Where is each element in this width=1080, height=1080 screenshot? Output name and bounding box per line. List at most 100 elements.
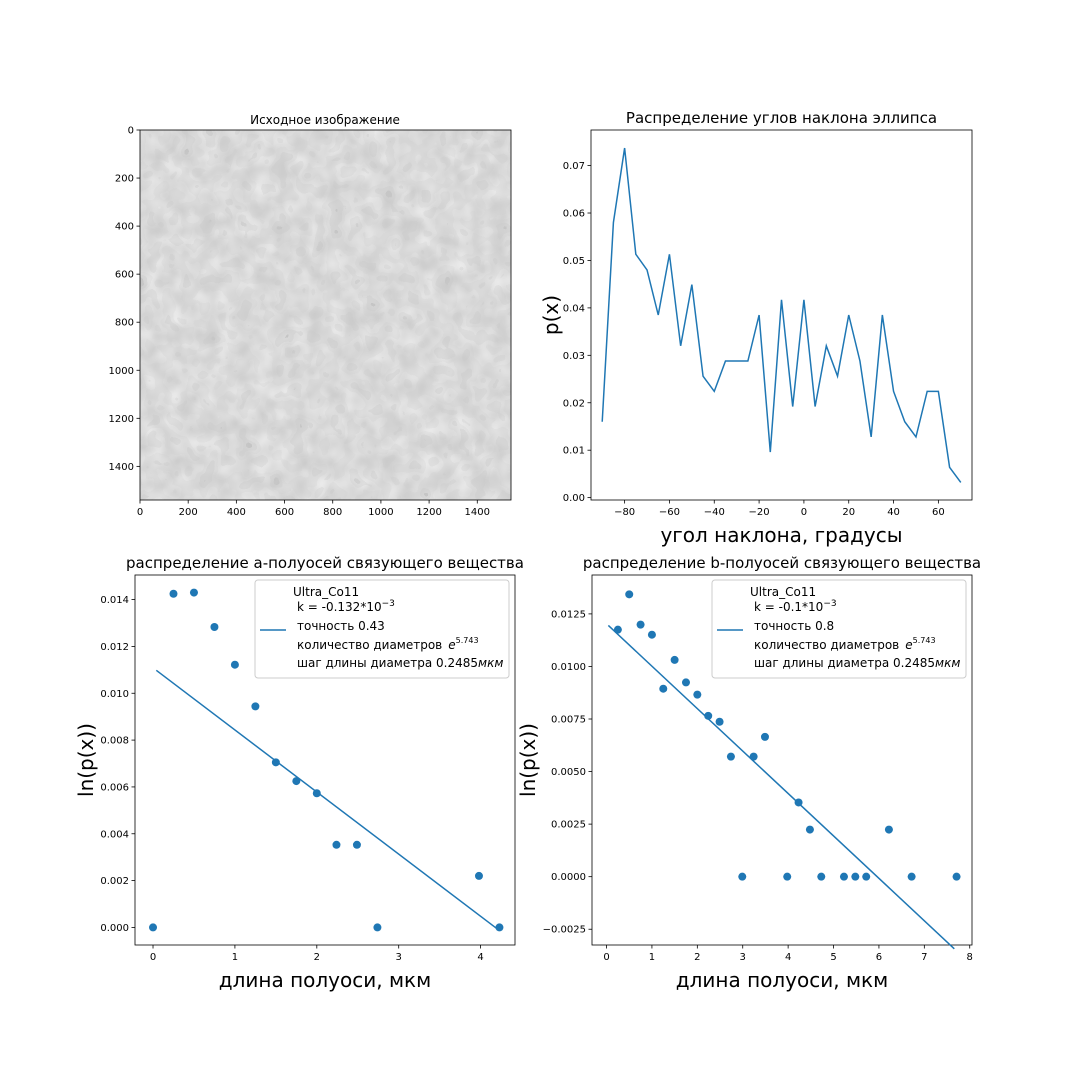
data-point xyxy=(693,690,702,699)
y-tick-label: −0.0025 xyxy=(543,925,586,936)
plot-frame xyxy=(134,574,516,946)
angle-distribution-chart: Распределение углов наклона эллипса угол … xyxy=(539,109,973,547)
image-y-tick-label: 1000 xyxy=(109,366,134,377)
x-tick-label: 5 xyxy=(830,952,836,963)
y-tick-label: 0.010 xyxy=(100,689,129,700)
legend-count-label: количество диаметров xyxy=(754,638,899,652)
y-tick-label: 0.0000 xyxy=(551,872,586,883)
data-point xyxy=(839,872,848,881)
data-point xyxy=(189,588,198,597)
y-tick-label: 0.06 xyxy=(563,209,585,220)
y-tick-label: 0.002 xyxy=(100,876,129,887)
data-point xyxy=(749,752,758,761)
legend-box xyxy=(254,579,510,679)
legend-step-label: шаг длины диаметра 0.2485 xyxy=(297,656,478,670)
data-point xyxy=(851,872,860,881)
a-semiaxis-chart: распределение a-полуосей связующего веще… xyxy=(74,554,524,992)
legend-count-exponent: 5.743 xyxy=(913,636,936,645)
fit-line xyxy=(607,624,955,950)
chart-title: Распределение углов наклона эллипса xyxy=(626,109,937,127)
b-semiaxis-chart: распределение b-полуосей связующего веще… xyxy=(516,554,981,992)
data-point xyxy=(862,872,871,881)
legend-count-base: e xyxy=(905,638,912,652)
data-point xyxy=(636,620,645,629)
legend-box xyxy=(711,579,967,679)
data-point xyxy=(681,678,690,687)
data-point xyxy=(352,840,361,849)
x-axis-label: угол наклона, градусы xyxy=(660,523,902,547)
legend-step: шаг длины диаметра 0.2485мкм xyxy=(754,656,960,670)
data-point xyxy=(210,622,219,631)
data-point xyxy=(495,923,504,932)
data-point xyxy=(726,752,735,761)
image-y-tick-label: 1400 xyxy=(109,462,134,473)
legend-k: k = -0.1*10−3 xyxy=(754,599,837,614)
data-point xyxy=(805,825,814,834)
y-tick-label: 0.0125 xyxy=(551,609,586,620)
x-tick-label: 4 xyxy=(785,952,791,963)
y-tick-label: 0.00 xyxy=(563,493,585,504)
data-point xyxy=(149,923,158,932)
x-tick-label: 60 xyxy=(932,507,945,518)
data-point xyxy=(738,872,747,881)
legend-accuracy: точность 0.43 xyxy=(297,619,385,633)
plot-frame xyxy=(590,129,973,501)
image-x-tick-label: 400 xyxy=(227,507,246,518)
data-point xyxy=(332,840,341,849)
y-tick-label: 0.004 xyxy=(100,829,129,840)
y-tick-label: 0.03 xyxy=(563,351,585,362)
image-panel-title: Исходное изображение xyxy=(250,113,400,127)
chart-title: распределение a-полуосей связующего веще… xyxy=(126,554,524,572)
x-tick-label: 0 xyxy=(603,952,609,963)
legend-k-label: k = -0.1*10 xyxy=(754,600,823,614)
x-tick-label: −20 xyxy=(749,507,770,518)
x-tick-label: 6 xyxy=(876,952,882,963)
image-frame xyxy=(139,129,512,501)
data-point xyxy=(474,871,483,880)
data-point xyxy=(760,732,769,741)
y-tick-label: 0.0075 xyxy=(551,715,586,726)
y-tick-label: 0.01 xyxy=(563,446,585,457)
series-line xyxy=(601,147,962,483)
legend-step: шаг длины диаметра 0.2485мкм xyxy=(297,656,503,670)
legend-count-base: e xyxy=(448,638,455,652)
legend-title: Ultra_Co11 xyxy=(293,585,359,599)
y-tick-label: 0.0025 xyxy=(551,820,586,831)
image-y-tick-label: 400 xyxy=(115,222,134,233)
data-point xyxy=(783,872,792,881)
y-tick-label: 0.008 xyxy=(100,736,129,747)
image-y-tick-label: 800 xyxy=(115,318,134,329)
legend-count: количество диаметров e5.743 xyxy=(297,636,479,652)
y-tick-label: 0.006 xyxy=(100,782,129,793)
y-tick-label: 0.0100 xyxy=(551,662,586,673)
legend-step-unit: мкм xyxy=(478,656,503,670)
x-tick-label: −60 xyxy=(659,507,680,518)
x-tick-label: 3 xyxy=(740,952,746,963)
image-x-tick-label: 800 xyxy=(323,507,342,518)
legend-k-exponent: −3 xyxy=(823,599,836,609)
data-point xyxy=(373,923,382,932)
x-tick-label: 3 xyxy=(396,952,402,963)
y-axis-label: p(x) xyxy=(539,295,563,335)
y-tick-label: 0.04 xyxy=(563,303,585,314)
x-tick-label: 7 xyxy=(921,952,927,963)
y-axis-label: ln(p(x)) xyxy=(516,723,540,797)
data-point xyxy=(647,630,656,639)
data-point xyxy=(907,872,916,881)
legend-k-label: k = -0.132*10 xyxy=(297,600,382,614)
x-tick-label: 20 xyxy=(842,507,855,518)
legend-k-exponent: −3 xyxy=(382,599,395,609)
legend-count-exponent: 5.743 xyxy=(456,636,479,645)
image-y-tick-label: 1200 xyxy=(109,414,134,425)
image-x-tick-label: 0 xyxy=(137,507,143,518)
image-x-tick-label: 1000 xyxy=(368,507,393,518)
data-point xyxy=(613,625,622,634)
y-tick-label: 0.014 xyxy=(100,595,129,606)
chart-title: распределение b-полуосей связующего веще… xyxy=(583,554,981,572)
fit-line xyxy=(155,669,499,930)
y-tick-label: 0.02 xyxy=(563,398,585,409)
data-point xyxy=(230,660,239,669)
x-tick-label: 1 xyxy=(232,952,238,963)
data-point xyxy=(670,655,679,664)
